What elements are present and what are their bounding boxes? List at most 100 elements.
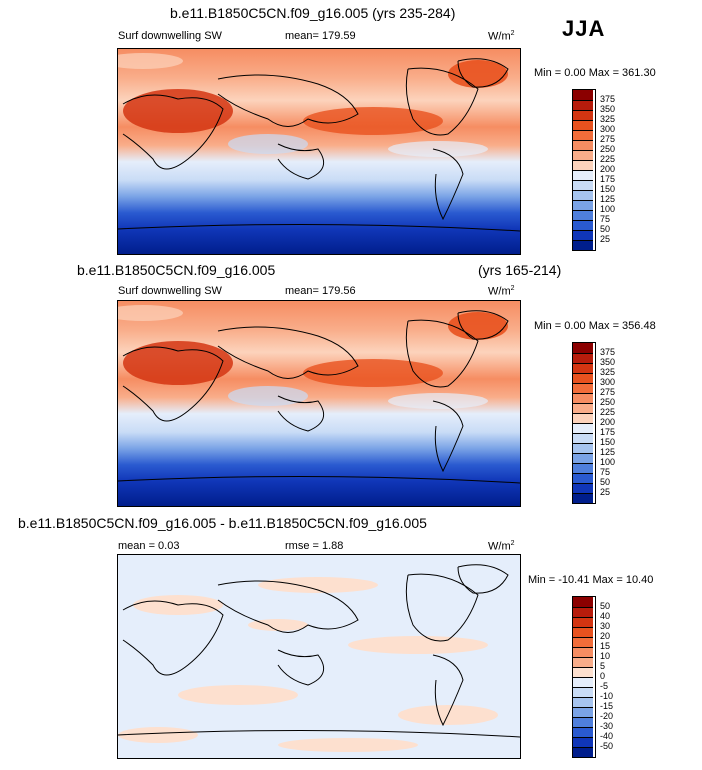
panel1-units: W/m2 (488, 30, 515, 43)
panel1-colorbar-swatch (573, 100, 593, 110)
panel3-colorbar-tick-label: 30 (600, 621, 611, 631)
panel3-colorbar-swatch (573, 697, 593, 707)
panel1-sahara-high (123, 89, 233, 133)
panel3-colorbar-tick-label: 20 (600, 631, 611, 641)
panel2-colorbar-swatch (573, 383, 593, 393)
panel1-colorbar-tick-label: 125 (600, 194, 616, 204)
panel2-colorbar-tick-label: 50 (600, 477, 611, 487)
panel2-colorbar-swatch (573, 443, 593, 453)
panel1-mean: mean= 179.59 (285, 30, 356, 42)
panel2-colorbar-swatch (573, 363, 593, 373)
panel2-colorbar-tick-label: 350 (600, 357, 616, 367)
panel1-colorbar-swatch (573, 220, 593, 230)
panel3-rmse: rmse = 1.88 (285, 540, 344, 552)
panel1-colorbar-swatch (573, 190, 593, 200)
panel2-colorbar-tick-label: 250 (600, 397, 616, 407)
panel3-colorbar-tick-label: 50 (600, 601, 611, 611)
panel2-colorbar-tick-label: 325 (600, 367, 616, 377)
panel3-colorbar-tick-label: -40 (600, 731, 614, 741)
panel2-colorbar-tick-label: 225 (600, 407, 616, 417)
panel3-colorbar-swatch (573, 627, 593, 637)
panel2-colorbar-swatch (573, 463, 593, 473)
panel1-colorbar-tick-label: 175 (600, 174, 616, 184)
panel2-colorbar-swatch (573, 473, 593, 483)
panel1-variable: Surf downwelling SW (118, 30, 222, 42)
panel2-colorbar-tick-label: 375 (600, 347, 616, 357)
panel1-colorbar-tick-label: 275 (600, 134, 616, 144)
panel2-colorbar-tick-label: 175 (600, 427, 616, 437)
panel3-colorbar: 50 40 30 20 15 10 5 0 -5 -10 -15 -20 -30 -40 -50 (572, 596, 613, 758)
panel1-colorbar-swatch (573, 110, 593, 120)
panel1-colorbar: 375 350 325 300 275 250 225 200 175 150 125 100 75 50… (572, 89, 615, 251)
panel3-colorbar-tick-label: -30 (600, 721, 614, 731)
panel1-colorbar-swatch (573, 160, 593, 170)
panel3-mean: mean = 0.03 (118, 540, 180, 552)
panel2-colorbar-tick-label: 150 (600, 437, 616, 447)
panel1-colorbar-tick-label: 250 (600, 144, 616, 154)
panel2-units: W/m2 (488, 285, 515, 298)
panel3-colorbar-swatch (573, 737, 593, 747)
panel1-colorbar-tick-label: 75 (600, 214, 611, 224)
panel2-title-right: (yrs 165-214) (478, 262, 562, 278)
panel2-minmax: Min = 0.00 Max = 356.48 (534, 320, 656, 332)
panel3-colorbar-tick-label: -20 (600, 711, 614, 721)
panel1-colorbar-tick-label: 100 (600, 204, 616, 214)
panel3-colorbar-swatch (573, 707, 593, 717)
panel3-title: b.e11.B1850C5CN.f09_g16.005 - b.e11.B185… (18, 515, 427, 531)
panel3-colorbar-tick-label: 10 (600, 651, 611, 661)
panel2-title-left: b.e11.B1850C5CN.f09_g16.005 (77, 262, 276, 278)
panel1-colorbar-swatch (573, 150, 593, 160)
panel1-title: b.e11.B1850C5CN.f09_g16.005 (yrs 235-284… (170, 5, 456, 21)
panel2-map (117, 300, 521, 507)
panel2-mean: mean= 179.56 (285, 285, 356, 297)
panel2-colorbar-tick-label: 300 (600, 377, 616, 387)
panel2-variable: Surf downwelling SW (118, 285, 222, 297)
panel2-colorbar-swatch (573, 373, 593, 383)
panel1-colorbar-swatch (573, 170, 593, 180)
panel1-colorbar-swatch (573, 210, 593, 220)
panel2-colorbar-swatch (573, 483, 593, 493)
panel2-colorbar-swatch (573, 403, 593, 413)
panel3-coastlines (118, 564, 520, 738)
panel3-colorbar-tick-label: -10 (600, 691, 614, 701)
panel3-colorbar-tick-label: -5 (600, 681, 609, 691)
panel3-colorbar-tick-label: 5 (600, 661, 606, 671)
panel2-colorbar-tick-label: 275 (600, 387, 616, 397)
panel3-colorbar-swatch (573, 617, 593, 627)
panel3-colorbar-swatch (573, 667, 593, 677)
panel3-colorbar-tick-label: -50 (600, 741, 614, 751)
panel1-colorbar-swatch (573, 230, 593, 240)
panel2-colorbar: 375 350 325 300 275 250 225 200 175 150 125 100 75 50… (572, 342, 615, 504)
panel1-colorbar-tick-label: 375 (600, 94, 616, 104)
panel2-greenland-high (448, 312, 508, 340)
panel1-map (117, 48, 521, 255)
panel3-colorbar-swatch (573, 607, 593, 617)
panel3-colorbar-swatch (573, 597, 593, 607)
panel1-colorbar-swatch (573, 120, 593, 130)
panel3-minmax: Min = -10.41 Max = 10.40 (528, 574, 654, 586)
season-label: JJA (562, 16, 606, 41)
panel1-colorbar-tick-label: 300 (600, 124, 616, 134)
panel2-colorbar-swatch (573, 353, 593, 363)
panel1-colorbar-tick-label: 225 (600, 154, 616, 164)
panel1-colorbar-swatch (573, 140, 593, 150)
panel2-colorbar-swatch (573, 433, 593, 443)
panel1-npacific-high (303, 107, 443, 135)
panel3-colorbar-swatch (573, 637, 593, 647)
panel2-sahara-high (123, 341, 233, 385)
panel3-colorbar-swatch (573, 717, 593, 727)
panel2-colorbar-tick-label: 25 (600, 487, 611, 497)
panel1-colorbar-tick-label: 25 (600, 234, 611, 244)
panel2-colorbar-swatch (573, 453, 593, 463)
panel2-npacific-high (303, 359, 443, 387)
panel3-colorbar-swatch (573, 727, 593, 737)
panel2-colorbar-swatch (573, 423, 593, 433)
panel1-greenland-high (448, 60, 508, 88)
panel3-colorbar-tick-label: 40 (600, 611, 611, 621)
panel1-colorbar-tick-label: 325 (600, 114, 616, 124)
panel1-colorbar-swatch (573, 130, 593, 140)
panel1-colorbar-swatch (573, 240, 593, 250)
panel2-colorbar-swatch (573, 413, 593, 423)
panel2-map-svg (118, 301, 520, 506)
panel2-colorbar-swatch (573, 343, 593, 353)
